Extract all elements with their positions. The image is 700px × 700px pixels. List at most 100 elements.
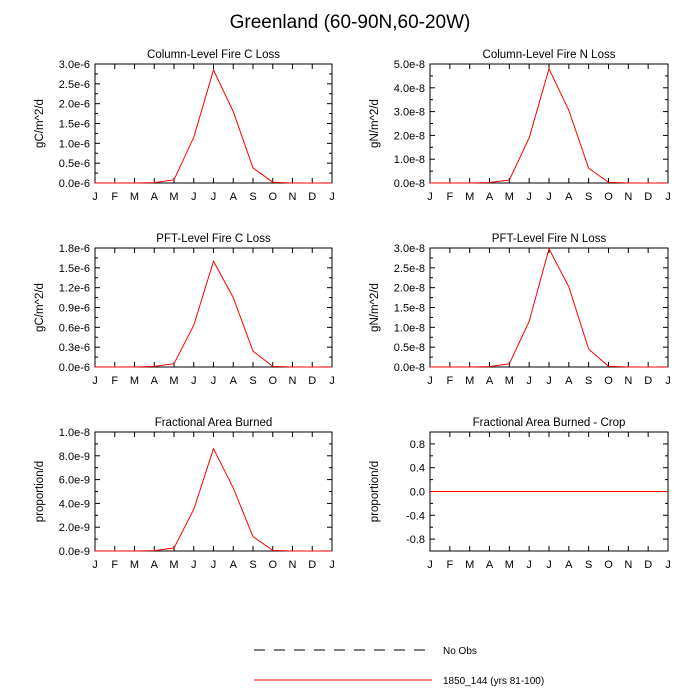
y-tick-label: 1.5e-6	[59, 119, 90, 131]
x-tick-label: M	[169, 559, 178, 571]
x-tick-label: N	[624, 375, 632, 387]
panel-title: Fractional Area Burned - Crop	[473, 417, 626, 429]
x-tick-label: N	[289, 191, 297, 203]
x-tick-label: F	[446, 559, 453, 571]
x-tick-label: J	[546, 191, 552, 203]
x-tick-label: D	[308, 559, 316, 571]
x-tick-label: M	[130, 191, 139, 203]
figure-title: Greenland (60-90N,60-20W)	[229, 12, 471, 33]
x-tick-label: J	[526, 375, 532, 387]
x-tick-label: O	[268, 559, 277, 571]
x-tick-label: J	[546, 559, 552, 571]
x-tick-label: F	[111, 191, 118, 203]
x-tick-label: F	[111, 375, 118, 387]
plot-frame	[94, 63, 333, 184]
plot-frame	[429, 63, 669, 184]
y-tick-label: 0.3e-6	[59, 342, 90, 354]
legend-label: No Obs	[443, 646, 477, 657]
x-tick-label: O	[604, 375, 613, 387]
x-tick-label: J	[665, 559, 671, 571]
y-tick-label: 0.0e-8	[394, 178, 425, 190]
x-tick-label: M	[169, 375, 178, 387]
x-tick-label: A	[230, 375, 238, 387]
y-tick-label: 3.0e-8	[394, 107, 425, 119]
x-tick-label: J	[92, 559, 98, 571]
x-tick-label: S	[585, 559, 592, 571]
x-tick-label: J	[211, 191, 217, 203]
x-tick-label: F	[446, 191, 453, 203]
y-tick-label: 2.0e-6	[59, 99, 90, 111]
y-tick-label: 0.0e-6	[59, 178, 90, 190]
x-tick-label: A	[486, 559, 494, 571]
panel-title: PFT-Level Fire C Loss	[156, 233, 271, 245]
x-tick-label: N	[289, 559, 297, 571]
y-axis-label: gC/m^2/d	[34, 99, 46, 148]
x-tick-label: D	[644, 559, 652, 571]
x-tick-label: J	[329, 559, 335, 571]
y-tick-label: 2.5e-8	[394, 263, 425, 275]
y-tick-label: -0.4	[406, 510, 425, 522]
x-tick-label: A	[565, 191, 573, 203]
y-tick-label: 0.0e-6	[59, 362, 90, 374]
x-tick-label: A	[230, 191, 238, 203]
x-tick-label: J	[329, 191, 335, 203]
y-tick-label: 1.2e-6	[59, 283, 90, 295]
x-tick-label: A	[151, 191, 159, 203]
series-line	[430, 67, 668, 184]
x-tick-label: J	[665, 375, 671, 387]
y-tick-label: 3.0e-8	[394, 243, 425, 255]
x-tick-label: S	[249, 375, 256, 387]
x-tick-label: J	[191, 559, 197, 571]
y-axis-label: gN/m^2/d	[369, 283, 381, 332]
x-tick-label: J	[427, 375, 433, 387]
y-axis-label: proportion/d	[34, 461, 46, 522]
x-tick-label: A	[486, 191, 494, 203]
x-tick-label: J	[526, 191, 532, 203]
x-tick-label: D	[644, 375, 652, 387]
x-tick-label: M	[505, 191, 514, 203]
x-tick-label: J	[546, 375, 552, 387]
plot-frame	[94, 247, 333, 368]
panel-title: Fractional Area Burned	[155, 417, 273, 429]
x-tick-label: J	[92, 375, 98, 387]
x-tick-label: A	[565, 559, 573, 571]
x-tick-label: M	[465, 559, 474, 571]
y-tick-label: 1.5e-6	[59, 263, 90, 275]
x-tick-label: J	[211, 375, 217, 387]
y-tick-label: 3.0e-6	[59, 59, 90, 71]
series-line	[430, 247, 668, 368]
y-tick-label: 0.9e-6	[59, 303, 90, 315]
x-tick-label: N	[289, 375, 297, 387]
x-tick-label: J	[191, 375, 197, 387]
y-tick-label: 1.0e-8	[394, 322, 425, 334]
x-tick-label: O	[268, 375, 277, 387]
plot-frame	[429, 247, 669, 368]
y-tick-label: -0.8	[406, 534, 425, 546]
x-tick-label: N	[624, 191, 632, 203]
x-tick-label: S	[585, 191, 592, 203]
y-axis-label: gN/m^2/d	[369, 99, 381, 148]
y-axis-label: proportion/d	[369, 461, 381, 522]
x-tick-label: N	[624, 559, 632, 571]
y-tick-label: 0.6e-6	[59, 322, 90, 334]
series-line	[95, 447, 332, 552]
y-tick-label: 2.0e-9	[59, 522, 90, 534]
x-tick-label: A	[151, 375, 159, 387]
y-tick-label: 0.0e-8	[394, 362, 425, 374]
x-tick-label: O	[604, 559, 613, 571]
x-tick-label: M	[465, 191, 474, 203]
panel-title: Column-Level Fire N Loss	[483, 49, 616, 61]
x-tick-label: A	[151, 559, 159, 571]
x-tick-label: D	[308, 375, 316, 387]
x-tick-label: D	[644, 191, 652, 203]
x-tick-label: M	[505, 559, 514, 571]
x-tick-label: J	[329, 375, 335, 387]
y-axis-label: gC/m^2/d	[34, 283, 46, 332]
x-tick-label: M	[505, 375, 514, 387]
y-tick-label: 0.0e-9	[59, 546, 90, 558]
y-tick-label: 0.4	[410, 463, 425, 475]
x-tick-label: A	[230, 559, 238, 571]
x-tick-label: D	[308, 191, 316, 203]
x-tick-label: S	[585, 375, 592, 387]
y-tick-label: 1.8e-6	[59, 243, 90, 255]
